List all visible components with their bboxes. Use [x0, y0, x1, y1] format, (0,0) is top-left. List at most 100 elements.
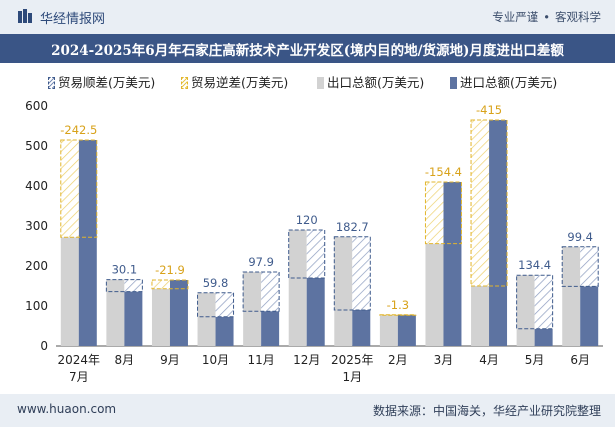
title-bar: 2024-2025年6月年石家庄高新技术产业开发区(境内目的地/货源地)月度进出… — [0, 34, 615, 63]
surplus-hatch — [534, 275, 553, 329]
import-bar — [306, 278, 325, 346]
x-tick-label: 6月 — [570, 353, 590, 367]
x-tick-label: 4月 — [479, 353, 499, 367]
chart-title: 2024-2025年6月年石家庄高新技术产业开发区(境内目的地/货源地)月度进出… — [51, 43, 564, 59]
x-tick-label: 2月 — [388, 353, 408, 367]
x-tick-label: 9月 — [160, 353, 180, 367]
balance-label: 97.9 — [248, 255, 274, 269]
surplus-hatch — [306, 230, 325, 278]
y-tick-label: 500 — [25, 139, 48, 153]
export-bar — [471, 286, 490, 346]
legend-item-surplus: 贸易顺差(万美元) — [48, 74, 155, 92]
x-tick-label: 2025年 — [331, 353, 374, 367]
surplus-hatch — [215, 292, 234, 317]
import-bar — [124, 291, 143, 346]
legend-swatch-surplus — [48, 77, 55, 89]
balance-label: -154.4 — [425, 165, 462, 179]
deficit-outline — [424, 181, 462, 245]
legend-item-deficit: 贸易逆差(万美元) — [181, 74, 288, 92]
footer-source: 数据来源：中国海关，华经产业研究院整理 — [372, 404, 601, 418]
y-tick-label: 400 — [25, 179, 48, 193]
export-bar — [197, 292, 216, 346]
legend-label-export: 出口总额(万美元) — [327, 75, 425, 90]
balance-label: 120 — [296, 213, 318, 227]
top-bar: 华经情报网 专业严谨 • 客观科学 — [0, 0, 615, 34]
balance-label: 134.4 — [518, 258, 551, 272]
deficit-hatch — [60, 140, 79, 238]
brand-name: 华经情报网 — [40, 12, 106, 27]
export-bar — [425, 243, 444, 346]
import-bar — [215, 316, 234, 346]
import-bar — [78, 140, 97, 346]
surplus-outline — [105, 279, 143, 293]
deficit-outline — [60, 139, 98, 238]
import-bar — [169, 280, 188, 346]
surplus-outline — [561, 246, 599, 287]
deficit-outline — [151, 279, 189, 290]
separator-dot: • — [543, 10, 550, 24]
deficit-hatch — [471, 120, 490, 286]
surplus-outline — [197, 292, 235, 318]
deficit-hatch — [151, 280, 170, 289]
export-bar — [516, 275, 535, 346]
y-tick-label: 300 — [25, 219, 48, 233]
balance-label: 59.8 — [203, 276, 229, 290]
deficit-outline — [470, 119, 508, 287]
y-tick-label: 100 — [25, 299, 48, 313]
y-tick-label: 0 — [40, 339, 48, 353]
surplus-hatch — [124, 279, 143, 292]
legend-swatch-export — [317, 77, 324, 89]
legend-label-surplus: 贸易顺差(万美元) — [58, 75, 156, 90]
export-bar — [60, 237, 79, 346]
tagline-1: 专业严谨 — [492, 10, 539, 24]
deficit-hatch — [425, 182, 444, 244]
import-bar — [580, 286, 599, 346]
import-bar — [261, 311, 280, 346]
x-tick-label: 5月 — [525, 353, 545, 367]
legend-label-import: 进口总额(万美元) — [460, 75, 558, 90]
legend-swatch-import — [450, 77, 457, 89]
x-tick-label: 10月 — [202, 353, 229, 367]
export-bar — [106, 279, 125, 346]
tagline-2: 客观科学 — [555, 10, 601, 24]
tagline: 专业严谨 • 客观科学 — [492, 9, 601, 25]
export-bar — [288, 230, 307, 346]
surplus-hatch — [580, 246, 599, 287]
export-bar — [151, 288, 170, 346]
x-tick-label: 3月 — [434, 353, 454, 367]
export-bar — [562, 246, 581, 346]
x-tick-label: 7月 — [69, 370, 89, 384]
legend: 贸易顺差(万美元) 贸易逆差(万美元) 出口总额(万美元) 进口总额(万美元) — [0, 74, 615, 92]
surplus-hatch — [352, 236, 371, 310]
x-tick-label: 12月 — [293, 353, 320, 367]
balance-label: -242.5 — [60, 123, 97, 137]
legend-label-deficit: 贸易逆差(万美元) — [191, 75, 289, 90]
y-tick-label: 600 — [25, 99, 48, 113]
balance-label: -21.9 — [155, 263, 185, 277]
x-tick-label: 1月 — [342, 370, 362, 384]
balance-label: 99.4 — [567, 230, 593, 244]
import-bar — [352, 310, 371, 346]
legend-swatch-deficit — [181, 77, 188, 89]
surplus-hatch — [261, 272, 280, 312]
import-bar — [534, 328, 553, 346]
balance-label: -415 — [476, 103, 502, 117]
surplus-outline — [516, 274, 554, 330]
export-bar — [243, 272, 262, 346]
footer-website: www.huaon.com — [17, 402, 117, 416]
surplus-outline — [242, 271, 280, 312]
export-bar — [334, 236, 353, 346]
x-tick-label: 11月 — [247, 353, 274, 367]
import-bar — [443, 182, 462, 346]
surplus-outline — [333, 236, 371, 311]
footer-bar: www.huaon.com 数据来源：中国海关，华经产业研究院整理 — [0, 394, 615, 427]
balance-label: -1.3 — [387, 298, 409, 312]
chart-plot: 0 100 200 300 400 500 600 2024年 7月 8月 9月 10月 11月 12月 2… — [25, 99, 603, 384]
balance-label: 182.7 — [336, 220, 369, 234]
y-tick-label: 200 — [25, 259, 48, 273]
legend-item-import: 进口总额(万美元) — [450, 74, 557, 92]
x-tick-label: 8月 — [115, 353, 135, 367]
export-bar — [379, 315, 398, 346]
balance-label: 30.1 — [112, 263, 138, 277]
import-bar — [397, 314, 416, 346]
